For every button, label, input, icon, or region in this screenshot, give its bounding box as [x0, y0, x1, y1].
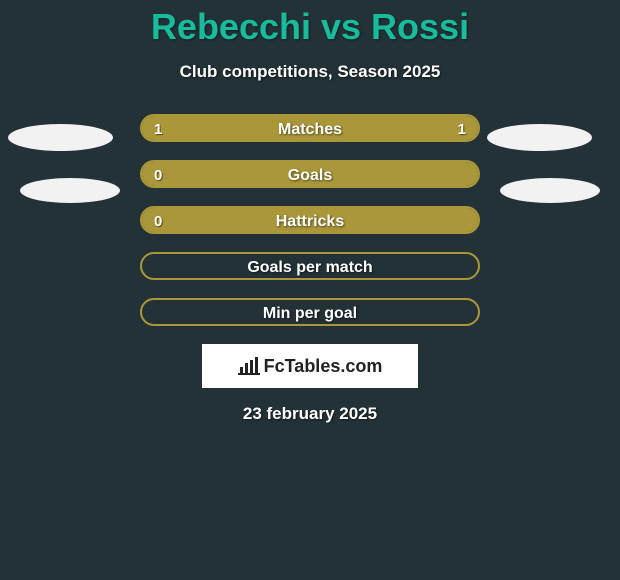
- bar-track: Goals per match: [140, 252, 480, 280]
- logo: FcTables.com: [238, 356, 383, 377]
- bar-fill-left: [142, 116, 310, 140]
- bar-row: Goals0: [0, 160, 620, 188]
- bar-fill-left: [142, 162, 478, 186]
- bar-value-left: 0: [154, 208, 162, 234]
- bar-track: Min per goal: [140, 298, 480, 326]
- page-subtitle: Club competitions, Season 2025: [0, 62, 620, 82]
- bar-track: Hattricks0: [140, 206, 480, 234]
- bar-label: Goals per match: [142, 254, 478, 280]
- bar-row: Goals per match: [0, 252, 620, 280]
- bar-row: Matches11: [0, 114, 620, 142]
- bar-value-right: 1: [458, 116, 466, 142]
- logo-box: FcTables.com: [202, 344, 418, 388]
- date-line: 23 february 2025: [0, 404, 620, 424]
- bar-value-left: 1: [154, 116, 162, 142]
- bar-track: Matches11: [140, 114, 480, 142]
- bar-row: Min per goal: [0, 298, 620, 326]
- bar-value-left: 0: [154, 162, 162, 188]
- barchart-icon: [238, 357, 260, 375]
- logo-text: FcTables.com: [264, 356, 383, 377]
- bar-track: Goals0: [140, 160, 480, 188]
- page-title: Rebecchi vs Rossi: [0, 0, 620, 48]
- bar-label: Min per goal: [142, 300, 478, 326]
- bar-row: Hattricks0: [0, 206, 620, 234]
- bar-fill-right: [310, 116, 478, 140]
- bar-fill-left: [142, 208, 478, 232]
